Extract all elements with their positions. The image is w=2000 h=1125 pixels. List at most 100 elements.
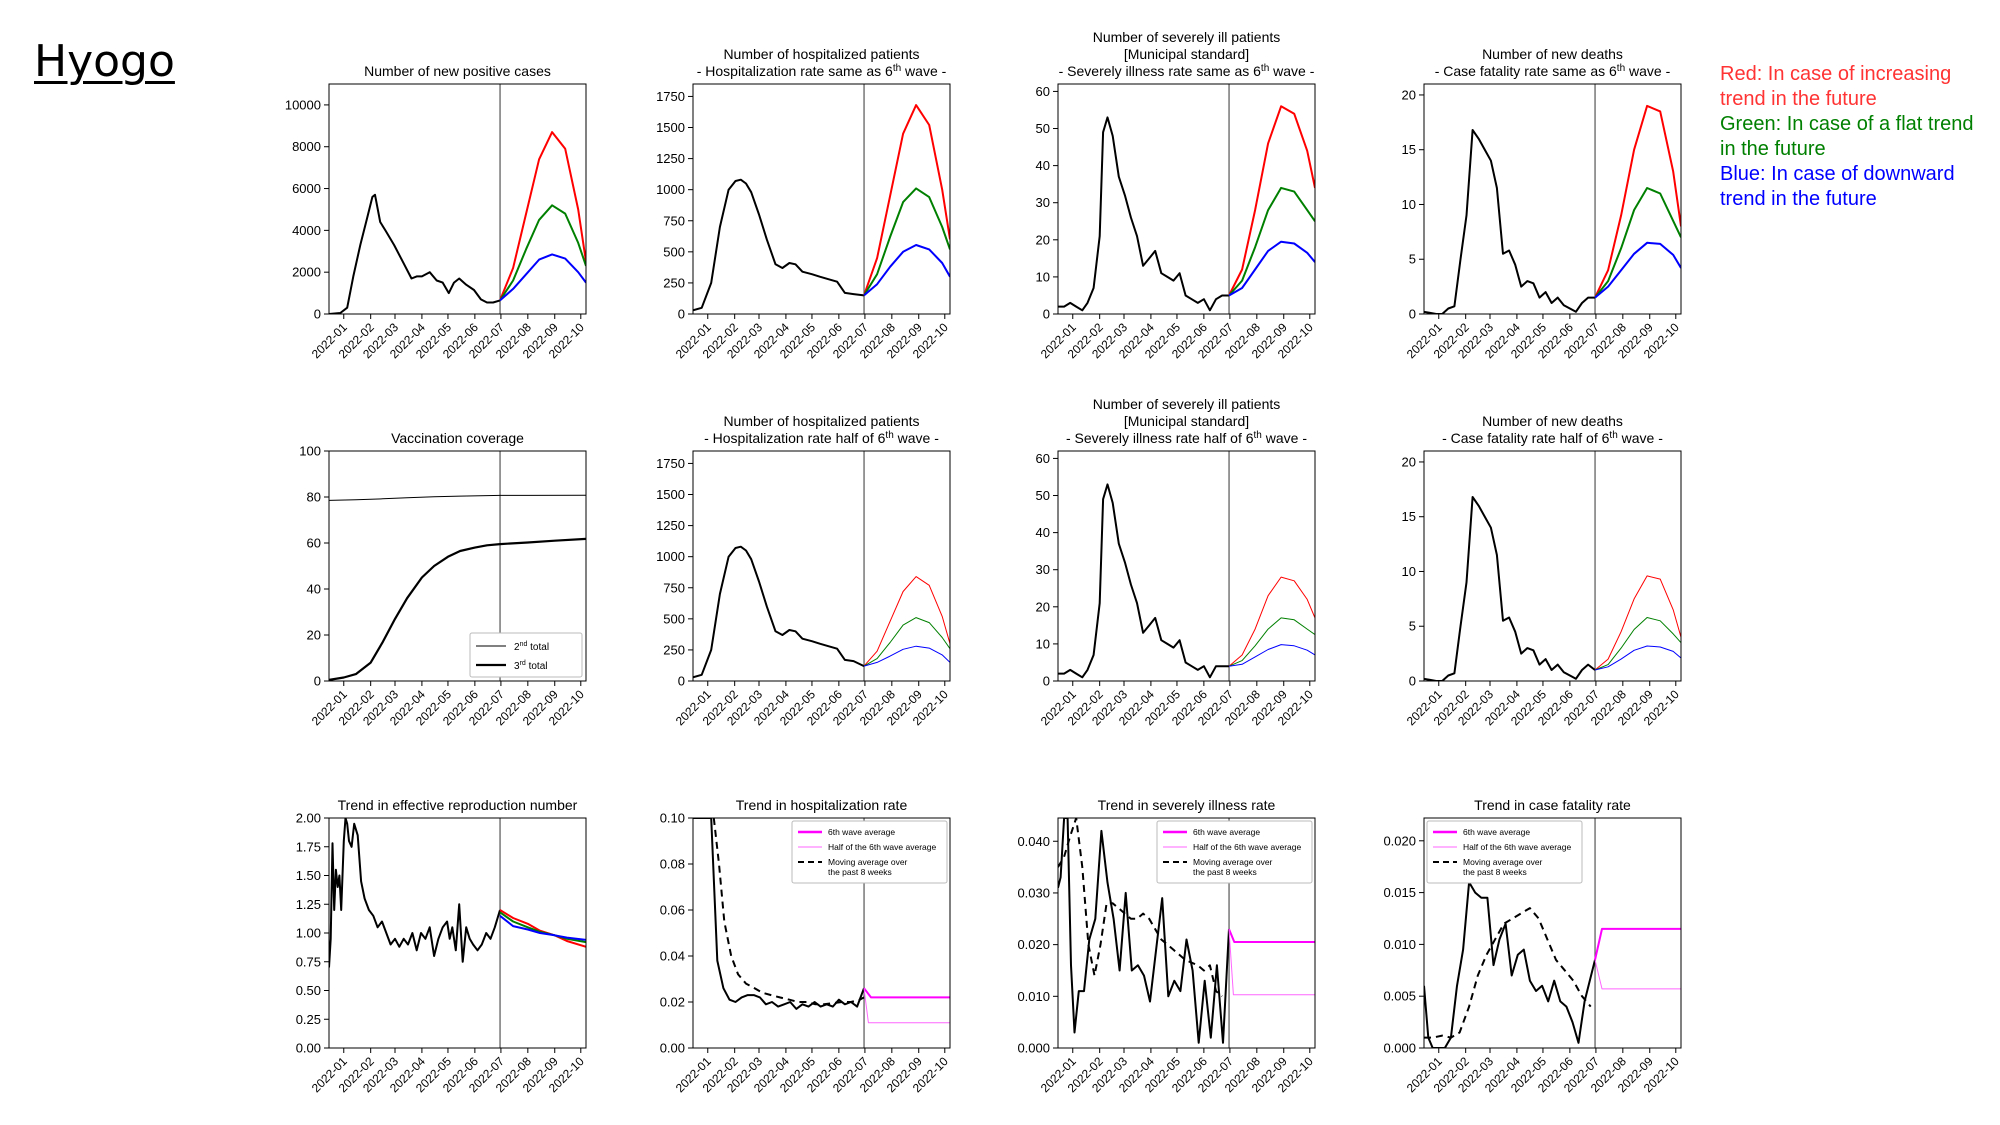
- y-tick-label: 20: [1402, 454, 1416, 469]
- series-line-black: [329, 818, 501, 968]
- chart-title-line: [Municipal standard]: [1124, 46, 1249, 62]
- series-line-green: [1594, 617, 1681, 671]
- series-line-blue: [1228, 240, 1315, 297]
- legend-label: 2nd total: [514, 641, 549, 653]
- legend-label: Half of the 6th wave average: [1193, 842, 1301, 852]
- series-line-magenta: [1594, 927, 1681, 961]
- series-line-black: [1058, 818, 1223, 998]
- chart-title-line: Number of new deaths: [1482, 413, 1623, 429]
- chart-title-line: - Severely illness rate same as 6th wave…: [1059, 63, 1315, 79]
- legend-label: Half of the 6th wave average: [1463, 842, 1571, 852]
- legend-superscript: rd: [520, 660, 526, 667]
- series-line-red: [1594, 575, 1681, 671]
- y-tick-label: 1250: [656, 518, 685, 533]
- series-line-green: [1228, 186, 1315, 297]
- series-line-black: [329, 494, 586, 501]
- chart-c13: Number of severely ill patients[Municipa…: [1036, 29, 1317, 361]
- title-superscript: th: [1254, 430, 1262, 441]
- series-line-light_magenta: [863, 988, 950, 1024]
- series-line-red: [1228, 576, 1315, 667]
- y-tick-label: 1000: [656, 182, 685, 197]
- y-tick-label: 30: [1036, 195, 1050, 210]
- y-tick-label: 0: [314, 307, 321, 322]
- series-line-black: [1424, 907, 1592, 1039]
- chart-c32: Trend in hospitalization rate 0.00 0.02 0.0…: [660, 797, 951, 1095]
- series-line-green: [863, 617, 950, 667]
- chart-c21: Vaccination coverage0204060801002022-012…: [299, 430, 587, 728]
- legend-label-rest: total: [527, 642, 549, 653]
- series-line-red: [1594, 104, 1681, 299]
- title-rest: wave -: [1625, 63, 1670, 79]
- y-tick-label: 2.00: [296, 811, 321, 826]
- y-tick-label: 0: [314, 674, 321, 689]
- chart-c31: Trend in effective reproduction number 0.…: [296, 797, 587, 1095]
- y-tick-label: 0.020: [1383, 833, 1416, 848]
- plot-frame: [328, 817, 587, 1049]
- y-tick-label: 40: [307, 582, 321, 597]
- y-tick-label: 0.005: [1383, 989, 1416, 1004]
- legend-label: Moving average over: [1463, 857, 1543, 867]
- series-line-black: [1424, 496, 1596, 681]
- y-tick-label: 0.010: [1383, 937, 1416, 952]
- y-tick-label: 0.10: [660, 811, 685, 826]
- chart-title-line: [Municipal standard]: [1124, 413, 1249, 429]
- y-tick-label: 2000: [292, 265, 321, 280]
- chart-title-line: Trend in effective reproduction number: [338, 797, 578, 813]
- series-line-magenta: [1228, 928, 1315, 943]
- series-line-red: [499, 909, 586, 948]
- series-line-green: [863, 187, 950, 296]
- y-tick-label: 0: [1409, 674, 1416, 689]
- y-tick-label: 0.040: [1017, 834, 1050, 849]
- y-tick-label: 15: [1402, 142, 1416, 157]
- chart-title-line: Vaccination coverage: [391, 430, 524, 446]
- y-tick-label: 20: [307, 628, 321, 643]
- y-tick-label: 0.04: [660, 949, 685, 964]
- series-line-black: [329, 193, 501, 314]
- y-tick-label: 50: [1036, 121, 1050, 136]
- y-tick-label: 500: [663, 611, 685, 626]
- plot-frame: [692, 817, 951, 1049]
- series-group: [1058, 818, 1315, 1044]
- title-rest: wave -: [894, 430, 939, 446]
- series-group: [693, 104, 950, 312]
- y-tick-label: 10: [1402, 197, 1416, 212]
- plot-frame: [1057, 817, 1316, 1049]
- legend-superscript: nd: [520, 641, 528, 648]
- series-line-blue: [1594, 241, 1681, 299]
- y-tick-label: 1.50: [296, 868, 321, 883]
- legend-label-line2: the past 8 weeks: [1193, 867, 1257, 877]
- y-tick-label: 0.010: [1017, 989, 1050, 1004]
- y-tick-label: 5: [1409, 619, 1416, 634]
- plot-frame: [328, 450, 587, 682]
- y-tick-label: 0.06: [660, 903, 685, 918]
- series-line-blue: [863, 645, 950, 667]
- y-tick-label: 20: [1402, 87, 1416, 102]
- y-tick-label: 100: [299, 444, 321, 459]
- plot-frame: [328, 83, 587, 315]
- series-line-black: [1058, 483, 1229, 679]
- y-tick-label: 30: [1036, 562, 1050, 577]
- chart-c23: Number of severely ill patients[Municipa…: [1036, 396, 1317, 728]
- title-superscript: th: [893, 63, 901, 74]
- series-line-light_magenta: [1594, 959, 1681, 990]
- legend-label: 6th wave average: [1463, 827, 1530, 837]
- plot-frame: [1057, 450, 1316, 682]
- region-title: Hyogo: [34, 36, 175, 87]
- legend-box: [1426, 820, 1583, 884]
- chart-title-line: - Case fatality rate same as 6th wave -: [1435, 63, 1671, 79]
- series-line-red: [863, 576, 950, 667]
- series-group: [693, 545, 950, 679]
- series-group: [1058, 105, 1315, 312]
- series-line-black: [693, 818, 865, 1010]
- legend-box: [791, 820, 948, 884]
- title-superscript: th: [885, 430, 893, 441]
- series-group: [1424, 881, 1681, 1048]
- scenario-legend-red: Red: In case of increasing trend in the …: [1720, 63, 1952, 110]
- series-group: [1058, 483, 1315, 679]
- y-tick-label: 250: [663, 275, 685, 290]
- y-tick-label: 6000: [292, 181, 321, 196]
- legend-label: 6th wave average: [828, 827, 895, 837]
- y-tick-label: 15: [1402, 509, 1416, 524]
- y-tick-label: 1500: [656, 120, 685, 135]
- legend-label: Moving average over: [1193, 857, 1273, 867]
